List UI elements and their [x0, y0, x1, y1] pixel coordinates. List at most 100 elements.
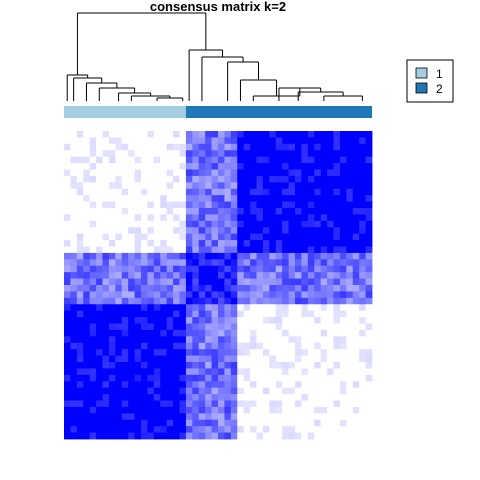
- heatmap-cell: [218, 355, 225, 363]
- heatmap-cell: [250, 355, 257, 363]
- heatmap-cell: [147, 342, 155, 350]
- heatmap-cell: [173, 150, 180, 158]
- heatmap-cell: [275, 272, 283, 279]
- heatmap-cell: [121, 163, 129, 170]
- heatmap-cell: [108, 362, 116, 369]
- heatmap-cell: [365, 336, 373, 344]
- heatmap-cell: [173, 188, 180, 196]
- heatmap-cell: [185, 214, 193, 222]
- heatmap-cell: [262, 195, 270, 202]
- heatmap-cell: [198, 349, 206, 356]
- heatmap-cell: [237, 220, 245, 228]
- heatmap-cell: [89, 272, 97, 279]
- heatmap-cell: [64, 143, 71, 151]
- heatmap-cell: [89, 143, 97, 151]
- heatmap-cell: [314, 317, 322, 324]
- heatmap-cell: [134, 259, 142, 267]
- heatmap-cell: [301, 175, 309, 183]
- heatmap-cell: [70, 188, 78, 196]
- heatmap-cell: [320, 362, 328, 369]
- heatmap-cell: [198, 150, 206, 158]
- heatmap-cell: [70, 362, 78, 369]
- heatmap-cell: [307, 137, 315, 145]
- heatmap-cell: [230, 201, 238, 209]
- heatmap-cell: [250, 131, 257, 138]
- heatmap-cell: [365, 413, 373, 421]
- heatmap-cell: [179, 362, 187, 369]
- heatmap-cell: [320, 323, 328, 331]
- heatmap-cell: [359, 182, 366, 190]
- heatmap-cell: [166, 362, 174, 369]
- heatmap-cell: [141, 240, 148, 247]
- heatmap-cell: [250, 252, 257, 260]
- heatmap-cell: [333, 355, 341, 363]
- heatmap-cell: [288, 201, 296, 209]
- heatmap-cell: [108, 201, 116, 209]
- heatmap-cell: [64, 265, 71, 273]
- heatmap-cell: [339, 406, 347, 414]
- heatmap-cell: [314, 240, 322, 247]
- heatmap-cell: [64, 195, 71, 202]
- heatmap-cell: [333, 426, 341, 433]
- heatmap-cell: [76, 240, 84, 247]
- heatmap-cell: [288, 317, 296, 324]
- heatmap-cell: [211, 214, 219, 222]
- heatmap-cell: [359, 381, 366, 389]
- heatmap-cell: [153, 413, 161, 421]
- heatmap-cell: [262, 387, 270, 395]
- heatmap-cell: [230, 387, 238, 395]
- heatmap-cell: [275, 419, 283, 427]
- heatmap-cell: [128, 227, 135, 235]
- heatmap-cell: [262, 265, 270, 273]
- heatmap-cell: [153, 175, 161, 183]
- heatmap-cell: [301, 240, 309, 247]
- heatmap-cell: [185, 131, 193, 138]
- heatmap-cell: [314, 201, 322, 209]
- heatmap-cell: [173, 381, 180, 389]
- heatmap-cell: [365, 227, 373, 235]
- heatmap-cell: [243, 355, 251, 363]
- heatmap-cell: [108, 394, 116, 401]
- heatmap-cell: [295, 137, 302, 145]
- heatmap-cell: [295, 259, 302, 267]
- heatmap-cell: [307, 169, 315, 177]
- heatmap-cell: [352, 278, 360, 286]
- heatmap-cell: [320, 406, 328, 414]
- heatmap-cell: [160, 394, 168, 401]
- heatmap-cell: [256, 233, 264, 241]
- heatmap-cell: [64, 252, 71, 260]
- heatmap-cell: [179, 246, 187, 254]
- heatmap-cell: [288, 143, 296, 151]
- heatmap-cell: [365, 317, 373, 324]
- heatmap-cell: [288, 336, 296, 344]
- heatmap-cell: [346, 285, 354, 292]
- heatmap-cell: [179, 156, 187, 164]
- heatmap-cell: [359, 278, 366, 286]
- heatmap-cell: [333, 323, 341, 331]
- heatmap-cell: [83, 163, 91, 170]
- heatmap-cell: [64, 297, 71, 305]
- heatmap-cell: [307, 413, 315, 421]
- heatmap-cell: [205, 304, 212, 312]
- heatmap-cell: [96, 285, 103, 292]
- heatmap-cell: [333, 291, 341, 299]
- heatmap-cell: [83, 252, 91, 260]
- heatmap-cell: [301, 419, 309, 427]
- heatmap-cell: [333, 169, 341, 177]
- heatmap-cell: [307, 342, 315, 350]
- heatmap-cell: [198, 156, 206, 164]
- heatmap-cell: [108, 317, 116, 324]
- heatmap-cell: [134, 163, 142, 170]
- heatmap-cell: [295, 387, 302, 395]
- heatmap-cell: [198, 304, 206, 312]
- heatmap-cell: [166, 387, 174, 395]
- heatmap-cell: [108, 131, 116, 138]
- heatmap-cell: [64, 419, 71, 427]
- heatmap-cell: [102, 304, 110, 312]
- annotation-cluster-2: [185, 106, 372, 118]
- heatmap-cell: [96, 349, 103, 356]
- heatmap-cell: [134, 419, 142, 427]
- heatmap-cell: [352, 291, 360, 299]
- heatmap-cell: [70, 374, 78, 382]
- heatmap-cell: [108, 387, 116, 395]
